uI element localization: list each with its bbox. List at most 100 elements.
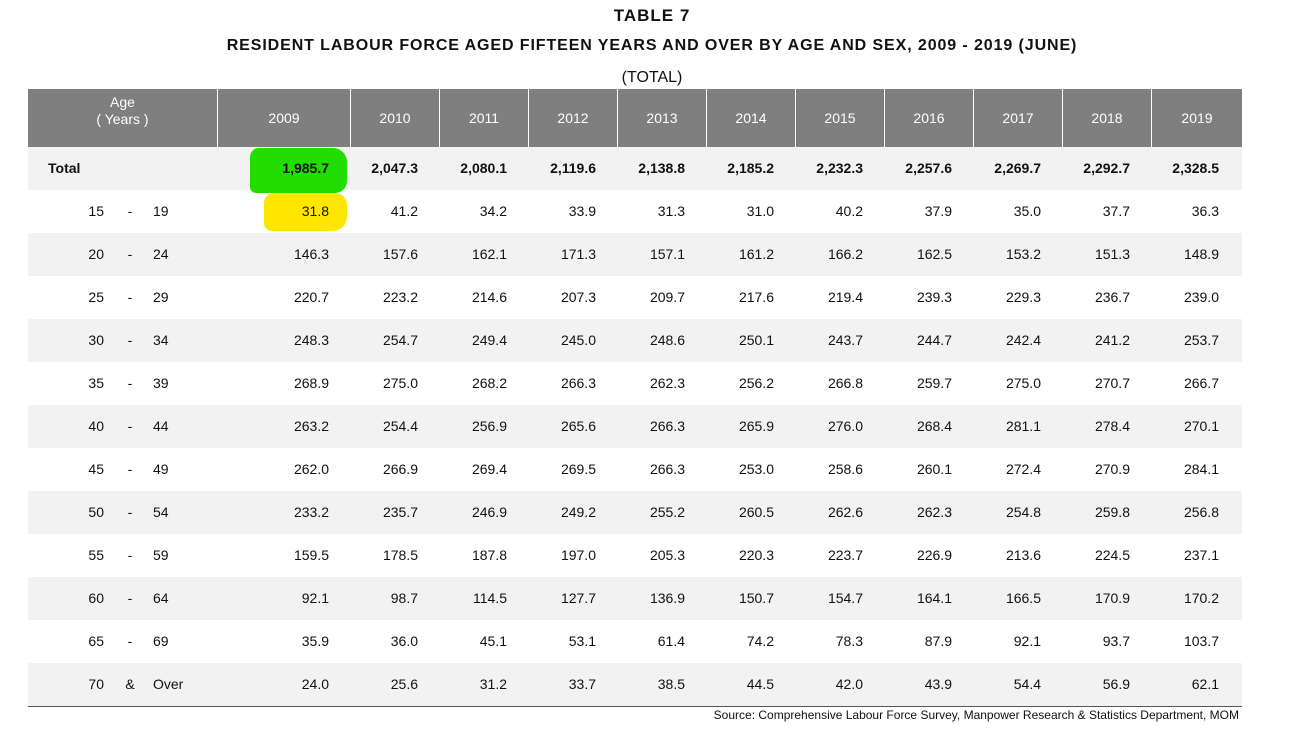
value-cell: 127.7 — [560, 590, 596, 606]
value-cell: 284.1 — [1183, 461, 1219, 477]
value-cell: 25.6 — [390, 676, 418, 692]
value-cell: 241.2 — [1094, 332, 1130, 348]
value-cell: 275.0 — [382, 375, 418, 391]
age-separator: - — [127, 504, 133, 520]
value-cell: 36.3 — [1191, 203, 1219, 219]
age-to: 49 — [153, 461, 169, 477]
value-cell: 254.4 — [382, 418, 418, 434]
value-cell: 236.7 — [1094, 289, 1130, 305]
table-row: 55 - 59 159.5 178.5 187.8 197.0 205.3 220.3 223.7… — [28, 534, 1242, 577]
value-cell: 164.1 — [916, 590, 952, 606]
value-cell: 268.2 — [471, 375, 507, 391]
value-cell: 157.1 — [649, 246, 685, 262]
value-cell: 235.7 — [382, 504, 418, 520]
age-to: 44 — [153, 418, 169, 434]
row-label: Total — [48, 160, 81, 176]
value-cell: 248.3 — [293, 332, 329, 348]
value-cell: 43.9 — [924, 676, 952, 692]
value-cell: 239.0 — [1183, 289, 1219, 305]
value-cell: 226.9 — [916, 547, 952, 563]
value-cell: 266.8 — [827, 375, 863, 391]
value-cell: 146.3 — [293, 246, 329, 262]
age-separator: - — [127, 547, 133, 563]
value-cell: 40.2 — [835, 203, 863, 219]
value-cell: 260.5 — [738, 504, 774, 520]
age-header-line: Age — [110, 94, 135, 110]
value-cell: 217.6 — [738, 289, 774, 305]
value-cell: 255.2 — [649, 504, 685, 520]
total-row: Total 1,985.7 2,047.3 2,080.1 2,119.6 2,138.8… — [28, 147, 1242, 190]
year-column-header: 2019 — [1152, 89, 1242, 147]
year-column-header: 2013 — [618, 89, 707, 147]
green-highlight-mark — [250, 148, 347, 193]
value-cell: 61.4 — [657, 633, 685, 649]
table-row: 50 - 54 233.2 235.7 246.9 249.2 255.2 260.5 262.6… — [28, 491, 1242, 534]
age-to: 64 — [153, 590, 169, 606]
age-from: 45 — [88, 461, 104, 477]
value-cell: 270.1 — [1183, 418, 1219, 434]
value-cell: 262.3 — [649, 375, 685, 391]
value-cell: 54.4 — [1013, 676, 1041, 692]
value-cell: 159.5 — [293, 547, 329, 563]
value-cell: 178.5 — [382, 547, 418, 563]
value-cell: 33.9 — [568, 203, 596, 219]
table-row: 70 & Over 24.0 25.6 31.2 33.7 38.5 44.5 42.0 43.9 5… — [28, 663, 1242, 706]
age-separator: - — [127, 203, 133, 219]
highlighted-total-2009: 1,985.7 — [282, 160, 329, 176]
value-cell: 37.7 — [1102, 203, 1130, 219]
value-cell: 44.5 — [746, 676, 774, 692]
value-cell: 249.4 — [471, 332, 507, 348]
age-to: 24 — [153, 246, 169, 262]
age-separator: - — [127, 418, 133, 434]
value-cell: 262.0 — [293, 461, 329, 477]
value-cell: 275.0 — [1005, 375, 1041, 391]
value-cell: 161.2 — [738, 246, 774, 262]
age-separator: - — [127, 461, 133, 477]
value-cell: 151.3 — [1094, 246, 1130, 262]
table-bottom-rule — [28, 706, 1242, 707]
value-cell: 2,080.1 — [460, 160, 507, 176]
table-row: 60 - 64 92.1 98.7 114.5 127.7 136.9 150.7 154.7 16… — [28, 577, 1242, 620]
age-from: 35 — [88, 375, 104, 391]
source-note: Source: Comprehensive Labour Force Surve… — [713, 708, 1239, 722]
value-cell: 266.9 — [382, 461, 418, 477]
value-cell: 45.1 — [479, 633, 507, 649]
age-separator: & — [125, 676, 135, 692]
table-row: 35 - 39 268.9 275.0 268.2 266.3 262.3 256.2 266.8… — [28, 362, 1242, 405]
value-cell: 266.3 — [649, 418, 685, 434]
year-column-header: 2018 — [1063, 89, 1152, 147]
age-from: 55 — [88, 547, 104, 563]
year-column-header: 2016 — [885, 89, 974, 147]
value-cell: 42.0 — [835, 676, 863, 692]
value-cell: 263.2 — [293, 418, 329, 434]
value-cell: 256.9 — [471, 418, 507, 434]
year-column-header: 2017 — [974, 89, 1063, 147]
age-to: 54 — [153, 504, 169, 520]
value-cell: 278.4 — [1094, 418, 1130, 434]
year-column-header: 2015 — [796, 89, 885, 147]
value-cell: 268.4 — [916, 418, 952, 434]
value-cell: 266.3 — [649, 461, 685, 477]
value-cell: 33.7 — [568, 676, 596, 692]
value-cell: 2,292.7 — [1083, 160, 1130, 176]
value-cell: 157.6 — [382, 246, 418, 262]
table-number: TABLE 7 — [613, 6, 691, 25]
age-from: 30 — [88, 332, 104, 348]
value-cell: 220.7 — [293, 289, 329, 305]
value-cell: 153.2 — [1005, 246, 1041, 262]
value-cell: 266.3 — [560, 375, 596, 391]
value-cell: 187.8 — [471, 547, 507, 563]
year-column-header: 2011 — [440, 89, 529, 147]
value-cell: 148.9 — [1183, 246, 1219, 262]
value-cell: 246.9 — [471, 504, 507, 520]
age-to: 59 — [153, 547, 169, 563]
table-row: 20 - 24 146.3 157.6 162.1 171.3 157.1 161.2 166.2… — [28, 233, 1242, 276]
value-cell: 93.7 — [1102, 633, 1130, 649]
value-cell: 224.5 — [1094, 547, 1130, 563]
age-column-header: Age( Years ) — [28, 89, 218, 147]
value-cell: 197.0 — [560, 547, 596, 563]
value-cell: 254.7 — [382, 332, 418, 348]
value-cell: 265.6 — [560, 418, 596, 434]
value-cell: 214.6 — [471, 289, 507, 305]
age-from: 65 — [88, 633, 104, 649]
